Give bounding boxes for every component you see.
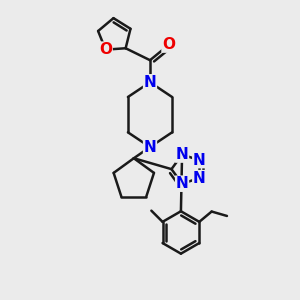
Text: N: N [193,153,206,168]
Text: O: O [99,42,112,57]
Text: N: N [193,171,206,186]
Text: N: N [144,75,156,90]
Text: N: N [176,176,188,191]
Text: N: N [144,140,156,154]
Text: N: N [176,147,188,162]
Text: O: O [162,37,175,52]
